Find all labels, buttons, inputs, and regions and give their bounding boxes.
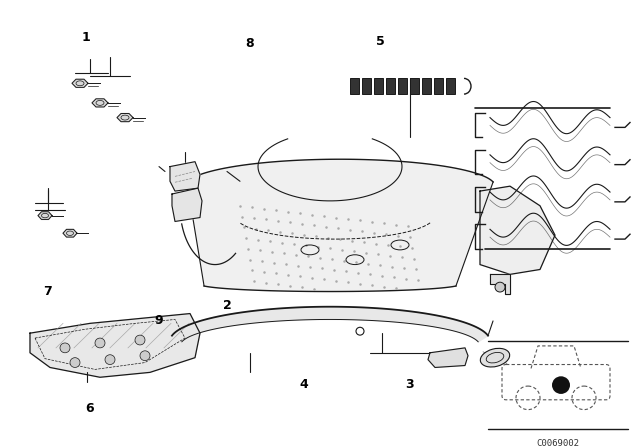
Polygon shape [170,162,200,191]
Text: 5: 5 [376,35,385,48]
Circle shape [552,376,570,394]
Circle shape [105,355,115,365]
Circle shape [70,358,80,367]
Bar [374,78,383,94]
Polygon shape [187,159,493,292]
Ellipse shape [356,327,364,335]
Polygon shape [92,99,108,107]
Circle shape [135,335,145,345]
Circle shape [140,351,150,361]
Bar [362,78,371,94]
Polygon shape [490,274,510,294]
Text: 9: 9 [154,314,163,327]
Text: 2: 2 [223,299,232,312]
Polygon shape [30,314,200,377]
Bar [350,78,359,94]
Polygon shape [480,186,555,274]
Polygon shape [172,188,202,221]
Bar [386,78,395,94]
Polygon shape [428,348,468,367]
Polygon shape [63,229,77,237]
Ellipse shape [495,282,505,292]
Polygon shape [38,212,52,220]
Bar [446,78,455,94]
Text: 7: 7 [44,285,52,298]
Text: 4: 4 [300,378,308,391]
Bar [434,78,443,94]
Text: C0069002: C0069002 [536,439,579,448]
Polygon shape [72,79,88,87]
Polygon shape [117,113,133,122]
Polygon shape [172,307,488,342]
Text: 6: 6 [85,402,94,415]
Bar [410,78,419,94]
Circle shape [95,338,105,348]
Text: 3: 3 [405,378,414,391]
Ellipse shape [481,349,509,367]
Bar [422,78,431,94]
Circle shape [60,343,70,353]
Text: 8: 8 [245,37,254,51]
Bar [398,78,407,94]
Text: 1: 1 [82,31,91,44]
